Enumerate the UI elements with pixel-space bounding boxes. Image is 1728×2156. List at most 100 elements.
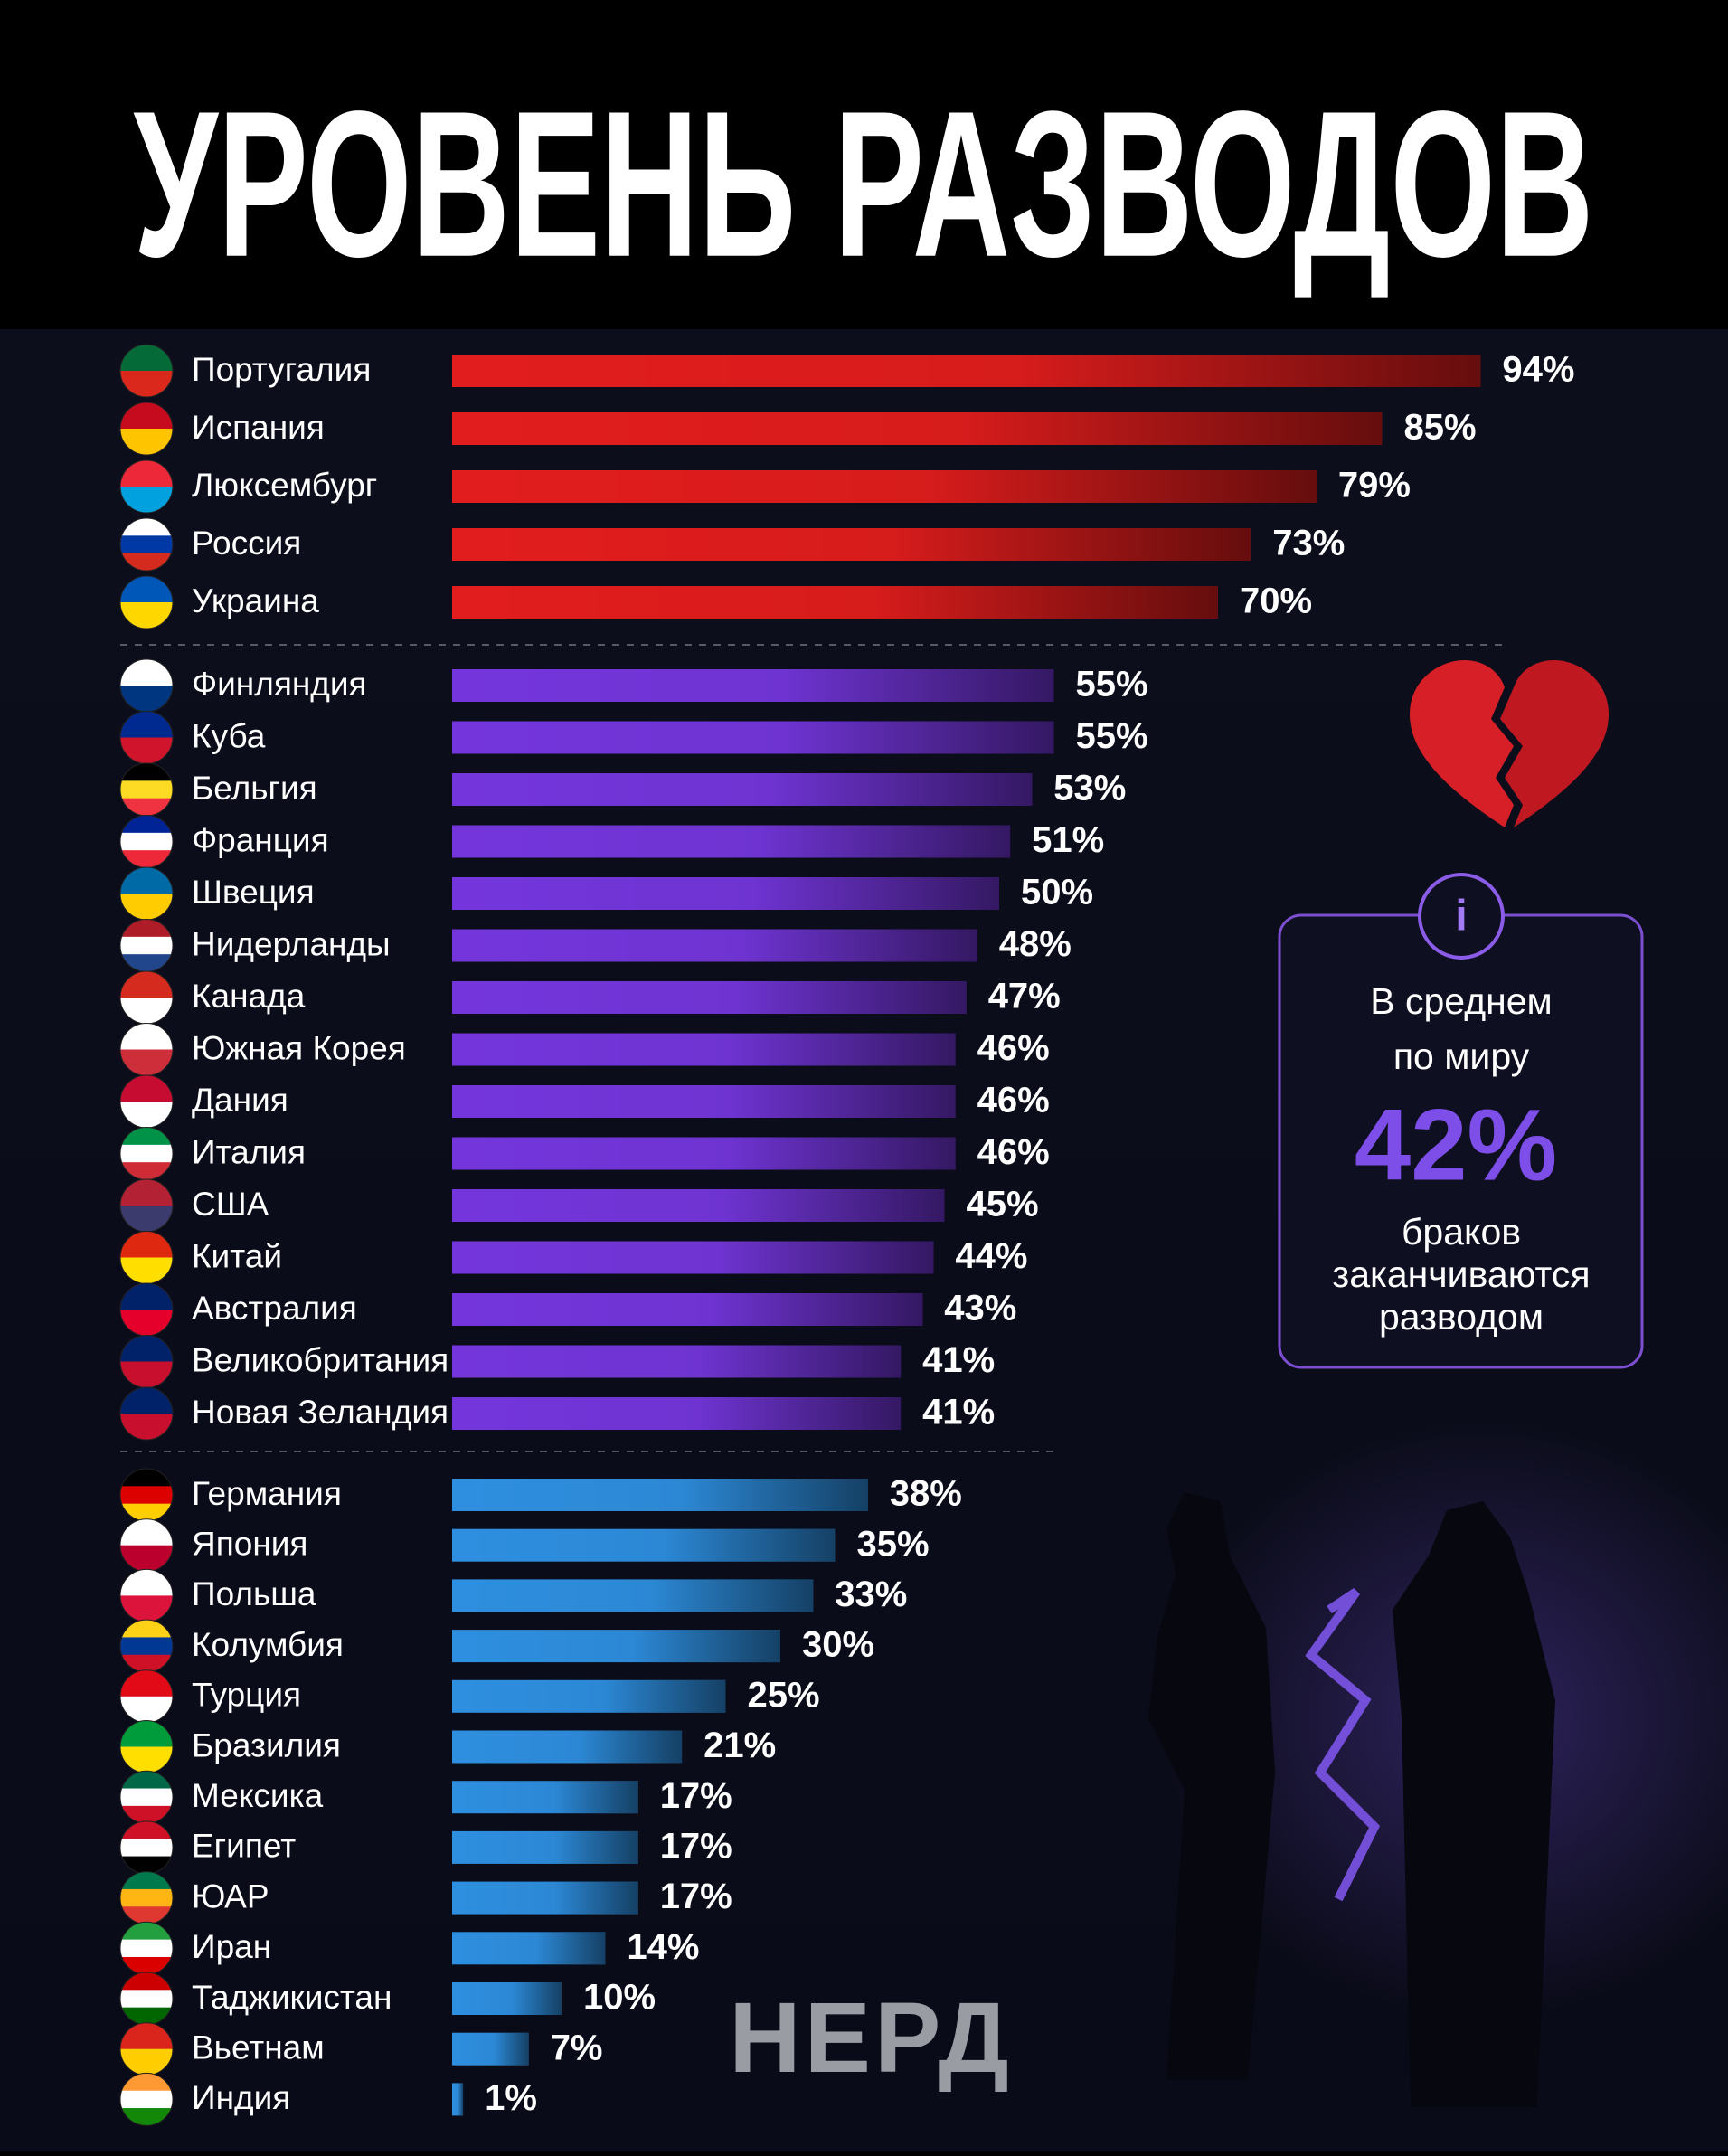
bar-shade xyxy=(452,721,1054,754)
value-label: 50% xyxy=(1021,873,1093,913)
flag-stripe xyxy=(120,1806,173,1824)
country-label: Великобритания xyxy=(192,1341,449,1378)
value-label: 10% xyxy=(583,1978,656,2018)
country-label: Швеция xyxy=(192,874,315,911)
country-label: Иран xyxy=(192,1928,271,1965)
country-label: Египет xyxy=(192,1828,296,1865)
country-label: Бельгия xyxy=(192,770,317,807)
country-label: Польша xyxy=(192,1575,316,1612)
value-label: 1% xyxy=(485,2078,537,2118)
country-label: Испания xyxy=(192,409,325,446)
country-label: Таджикистан xyxy=(192,1979,392,2016)
value-label: 30% xyxy=(802,1625,874,1665)
value-label: 25% xyxy=(748,1675,820,1715)
flag-stripe xyxy=(120,535,173,553)
value-label: 14% xyxy=(627,1927,699,1967)
flag-stripe xyxy=(120,1906,173,1924)
bar-shade xyxy=(452,1982,562,2015)
flag-stripe xyxy=(120,1957,173,1975)
flag-stripe xyxy=(120,1655,173,1673)
flag-stripe xyxy=(120,799,173,817)
value-label: 85% xyxy=(1404,408,1477,448)
value-label: 38% xyxy=(890,1474,962,1514)
info-text: браков xyxy=(1402,1211,1521,1253)
flag-stripe xyxy=(120,1469,173,1487)
flag-stripe xyxy=(120,1637,173,1655)
value-label: 35% xyxy=(857,1524,930,1564)
flag-stripe xyxy=(120,833,173,851)
value-label: 44% xyxy=(955,1236,1027,1276)
bar-shade xyxy=(452,669,1054,702)
woman-silhouette xyxy=(1148,1492,1275,2080)
flag-stripe xyxy=(120,920,173,938)
bar-shade xyxy=(452,1479,868,1511)
flag-rim xyxy=(119,1386,174,1441)
chart-title: УРОВЕНЬ РАЗВОДОВ xyxy=(134,68,1594,300)
bar-shade xyxy=(452,981,967,1014)
info-text: по миру xyxy=(1393,1035,1530,1077)
bar-shade xyxy=(452,1293,923,1326)
country-label: Турция xyxy=(192,1677,301,1714)
flag-stripe xyxy=(120,1940,173,1958)
header-bg xyxy=(0,0,1728,329)
bar-shade xyxy=(452,1241,934,1274)
info-text: разводом xyxy=(1379,1296,1544,1338)
flag-rim xyxy=(119,402,174,456)
value-label: 46% xyxy=(977,1081,1050,1121)
info-icon xyxy=(1418,873,1505,960)
bar-shade xyxy=(452,586,1218,619)
flag-stripe xyxy=(120,954,173,972)
flag-stripe xyxy=(120,1839,173,1857)
flag-stripe xyxy=(120,1486,173,1504)
country-label: Колумбия xyxy=(192,1626,344,1663)
bar-shade xyxy=(452,1189,945,1222)
bar-shade xyxy=(452,2032,529,2066)
flag-stripe xyxy=(120,1620,173,1638)
logo: НЕРД xyxy=(729,1982,1013,2094)
flag-stripe xyxy=(120,1857,173,1875)
bar-shade xyxy=(452,1881,638,1915)
country-label: Россия xyxy=(192,525,301,562)
value-label: 7% xyxy=(551,2028,603,2067)
country-label: Вьетнам xyxy=(192,2028,325,2066)
value-label: 41% xyxy=(922,1340,995,1380)
country-label: Финляндия xyxy=(192,666,367,703)
bar-shade xyxy=(452,412,1383,445)
flag-stripe xyxy=(120,553,173,572)
bar-shade xyxy=(452,825,1011,858)
flag-stripe xyxy=(120,1504,173,1522)
bar-shade xyxy=(452,528,1251,561)
country-label: Мексика xyxy=(192,1777,324,1814)
flag-stripe xyxy=(120,1922,173,1940)
country-label: Нидерланды xyxy=(192,925,391,962)
country-label: США xyxy=(192,1186,269,1223)
country-label: ЮАР xyxy=(192,1877,269,1915)
country-label: Канада xyxy=(192,978,306,1015)
flag-stripe xyxy=(120,780,173,799)
flag-rim xyxy=(119,344,174,398)
country-label: Португалия xyxy=(192,351,371,388)
bar-shade xyxy=(452,1579,814,1612)
bar-shade xyxy=(452,1085,956,1118)
country-label: Новая Зеландия xyxy=(192,1394,449,1431)
flag-stripe xyxy=(120,2008,173,2026)
value-label: 33% xyxy=(835,1574,907,1614)
flag-rim xyxy=(119,517,174,572)
value-label: 55% xyxy=(1076,716,1148,756)
info-value: 42% xyxy=(1355,1089,1557,1202)
value-label: 17% xyxy=(660,1776,732,1816)
bar-shade xyxy=(452,1033,956,1066)
flag-stripe xyxy=(120,2091,173,2109)
flag-stripe xyxy=(120,2073,173,2091)
flag-stripe xyxy=(120,763,173,781)
flag-stripe xyxy=(120,1872,173,1890)
bar-shade xyxy=(452,470,1317,503)
flag-stripe xyxy=(120,1771,173,1789)
value-label: 17% xyxy=(660,1877,732,1916)
value-label: 41% xyxy=(922,1393,995,1433)
flag-stripe xyxy=(120,1821,173,1839)
value-label: 48% xyxy=(999,924,1072,964)
value-label: 79% xyxy=(1338,466,1411,506)
value-label: 43% xyxy=(944,1289,1016,1329)
